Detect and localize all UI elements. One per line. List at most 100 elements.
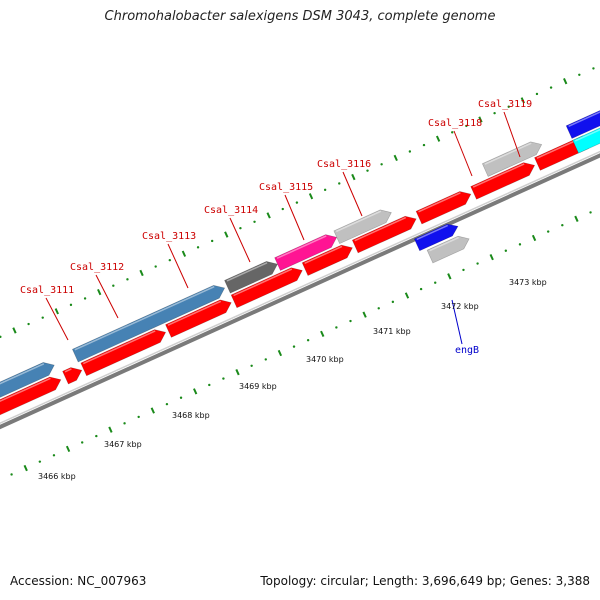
cds-arrow-4: [165, 299, 232, 338]
gene-silver-minus-block-shape: [426, 235, 470, 264]
tick-mark: [266, 212, 271, 219]
cds-arrow-3-highlight: [82, 330, 156, 365]
tick-dot: [408, 150, 412, 153]
tick-mark: [97, 288, 102, 296]
gene-far-cyan-block-highlight: [574, 128, 600, 142]
tick-mark: [235, 369, 240, 376]
tick-dot: [137, 415, 140, 419]
accession-text: Accession: NC_007963: [10, 574, 147, 588]
backbone-line-inner: [0, 150, 600, 424]
gene-csal3111-block-shape: [0, 362, 55, 398]
cds-arrow-5-highlight: [233, 268, 293, 297]
gene-label-csal-3118: Csal_3118: [428, 118, 482, 129]
tick-mark: [181, 250, 187, 257]
tick-dot: [349, 319, 352, 323]
cds-arrow-6-shape: [301, 244, 353, 276]
leader-line-8: [503, 111, 521, 158]
lower-tick-track: [10, 211, 592, 476]
tick-mark: [224, 231, 229, 238]
tick-dot: [391, 300, 395, 304]
tick-dot: [493, 111, 496, 115]
leader-line-4: [229, 217, 251, 263]
tick-dot: [126, 278, 129, 281]
cds-arrow-4-shape: [165, 299, 232, 338]
gene-csal3115-block: [274, 234, 338, 271]
tick-dot: [592, 67, 595, 70]
cds-arrow-7-highlight: [354, 216, 407, 242]
cds-arrow-5: [230, 267, 303, 309]
cds-arrow-9: [470, 162, 536, 200]
map-title: Chromohalobacter salexigens DSM 3043, co…: [104, 9, 496, 24]
scale-label-3470-kbp: 3470 kbp: [306, 355, 344, 364]
tick-mark: [531, 234, 537, 242]
tick-dot: [154, 265, 157, 268]
tick-dot: [168, 258, 172, 262]
tick-mark: [54, 308, 59, 315]
scale-label-3469-kbp: 3469 kbp: [239, 382, 277, 391]
cds-arrow-9-highlight: [472, 163, 525, 188]
tick-mark: [277, 349, 283, 357]
cds-arrow-4-highlight: [167, 300, 222, 326]
tick-dot: [465, 124, 468, 128]
tick-dot: [52, 454, 56, 457]
tick-dot: [338, 182, 341, 185]
gene-label-csal-3114: Csal_3114: [204, 205, 258, 216]
tick-dot: [210, 239, 214, 243]
tick-mark: [563, 78, 568, 85]
tick-mark: [404, 292, 410, 299]
label-leader-lines: [45, 111, 521, 345]
tick-dot: [281, 207, 284, 211]
cds-arrow-7: [351, 215, 417, 254]
cds-arrow-3-shape: [80, 329, 167, 377]
tick-dot: [366, 169, 369, 172]
tick-mark: [320, 330, 325, 337]
genome-stats-text: Topology: circular; Length: 3,696,649 bp…: [260, 574, 590, 588]
gene-csal3114-block-shape: [224, 261, 278, 294]
cds-arrow-8: [415, 191, 472, 225]
tick-dot: [95, 434, 98, 438]
gene-csal3116-block: [333, 209, 392, 245]
gene-engB-block-shape: [413, 223, 459, 252]
leader-line-6: [342, 171, 363, 217]
gene-label-csal-3111: Csal_3111: [20, 285, 74, 296]
tick-dot: [69, 303, 73, 307]
scale-label-3467-kbp: 3467 kbp: [104, 440, 142, 449]
gene-csal3114-block: [224, 261, 278, 294]
cds-arrow-2-highlight: [64, 368, 72, 373]
genome-backbone: [0, 150, 600, 430]
tick-dot: [222, 377, 225, 380]
scale-label-3466-kbp: 3466 kbp: [38, 472, 76, 481]
cds-arrow-1: [0, 376, 62, 416]
gene-label-csal-3115: Csal_3115: [259, 182, 313, 193]
tick-dot: [507, 105, 510, 108]
tick-dot: [27, 322, 30, 326]
tick-dot: [250, 364, 253, 367]
tick-dot: [295, 201, 299, 204]
scale-label-3473-kbp: 3473 kbp: [509, 278, 547, 287]
gene-csal3118-block-shape: [481, 141, 543, 177]
gene-csal3111-block-highlight: [0, 363, 45, 385]
leader-line-2: [95, 274, 119, 319]
tick-dot: [41, 316, 44, 319]
cds-arrow-2-shape: [62, 367, 83, 385]
tick-mark: [478, 116, 483, 123]
gene-far-blue-block-shape: [565, 110, 600, 139]
cds-arrow-8-shape: [415, 191, 472, 225]
tick-mark: [520, 97, 525, 104]
tick-dot: [196, 246, 200, 249]
tick-dot: [578, 73, 581, 77]
tick-dot: [535, 92, 539, 96]
gene-engB-block: [413, 223, 459, 252]
tick-dot: [561, 223, 564, 227]
gene-csal3112-block-shape: [71, 285, 226, 363]
tick-dot: [179, 396, 183, 399]
tick-dot: [10, 473, 13, 476]
tick-dot: [165, 402, 169, 406]
tick-mark: [108, 426, 113, 433]
tick-dot: [419, 287, 423, 291]
tick-dot: [377, 307, 380, 310]
tick-dot: [335, 326, 338, 329]
tick-dot: [253, 220, 256, 223]
gene-csal3115-block-highlight: [276, 235, 327, 259]
